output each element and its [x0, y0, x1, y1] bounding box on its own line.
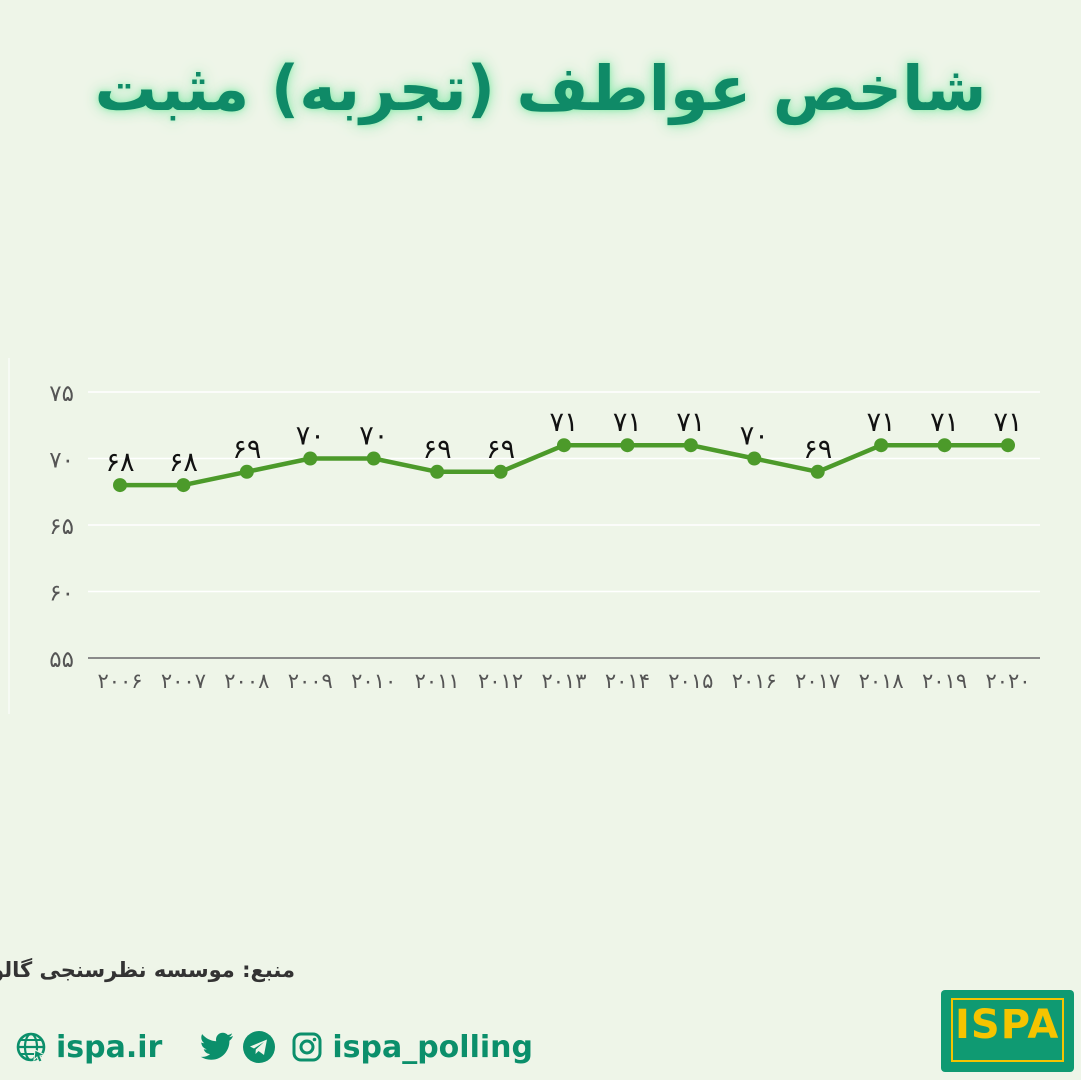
page-title: شاخص عواطف (تجربه) مثبت	[94, 52, 987, 125]
data-point	[683, 438, 698, 453]
x-tick-label: ۲۰۱۱	[415, 669, 460, 693]
ispa-logo: ISPA	[941, 990, 1074, 1072]
data-label: ۷۱	[930, 407, 959, 438]
data-point	[810, 464, 825, 479]
instagram-icon[interactable]	[290, 1030, 324, 1064]
x-tick-label: ۲۰۱۲	[478, 669, 523, 693]
data-label: ۷۰	[359, 421, 388, 452]
x-tick-label: ۲۰۱۵	[668, 669, 713, 693]
data-point	[493, 464, 508, 479]
x-tick-label: ۲۰۱۴	[605, 669, 650, 693]
data-label: ۶۹	[803, 434, 832, 465]
data-point	[747, 451, 762, 466]
data-point	[620, 438, 635, 453]
data-label: ۷۱	[676, 407, 705, 438]
data-label: ۶۹	[486, 434, 515, 465]
data-point	[176, 478, 191, 493]
x-tick-label: ۲۰۱۷	[795, 669, 840, 693]
x-tick-label: ۲۰۱۶	[732, 669, 777, 693]
x-tick-label: ۲۰۰۹	[288, 669, 333, 693]
data-label: ۷۰	[296, 421, 325, 452]
telegram-icon[interactable]	[242, 1030, 276, 1064]
data-point	[113, 478, 127, 493]
x-tick-label: ۲۰۰۶	[97, 669, 142, 693]
data-label: ۶۸	[105, 447, 134, 478]
data-label: ۷۰	[740, 421, 769, 452]
data-point	[239, 464, 254, 479]
data-label: ۷۱	[613, 407, 642, 438]
data-label: ۷۱	[867, 407, 896, 438]
x-tick-label: ۲۰۱۰	[351, 669, 396, 693]
source-note: منبع: موسسه نظرسنجی گالوپ	[0, 958, 295, 982]
data-label: ۷۱	[549, 407, 578, 438]
data-point	[430, 464, 445, 479]
x-tick-label: ۲۰۱۳	[541, 669, 586, 693]
globe-icon[interactable]	[14, 1030, 48, 1064]
data-label: ۶۹	[423, 434, 452, 465]
y-tick-label: ۶۰	[49, 581, 74, 607]
x-tick-label: ۲۰۱۹	[922, 669, 967, 693]
x-tick-label: ۲۰۲۰	[985, 669, 1030, 693]
y-tick-label: ۶۵	[49, 514, 74, 540]
y-tick-label: ۵۵	[49, 647, 74, 673]
x-tick-label: ۲۰۰۷	[161, 669, 206, 693]
y-tick-label: ۷۰	[49, 448, 74, 474]
logo-frame	[951, 998, 1064, 1062]
x-tick-label: ۲۰۱۸	[859, 669, 904, 693]
footer-bar: ispa.ir ispa_polling	[14, 1027, 533, 1067]
data-point	[874, 438, 889, 453]
logo-text: ISPA	[955, 1002, 1060, 1048]
data-point	[557, 438, 571, 453]
twitter-icon[interactable]	[200, 1030, 234, 1064]
data-point	[303, 451, 318, 466]
data-label: ۶۸	[169, 447, 198, 478]
x-tick-label: ۲۰۰۸	[224, 669, 269, 693]
social-handle[interactable]: ispa_polling	[332, 1029, 533, 1065]
website-link[interactable]: ispa.ir	[56, 1029, 163, 1065]
data-point	[366, 451, 381, 466]
data-label: ۷۱	[993, 407, 1022, 438]
data-point	[1001, 438, 1015, 453]
data-label: ۶۹	[232, 434, 261, 465]
y-tick-label: ۷۵	[49, 381, 74, 407]
data-point	[937, 438, 952, 453]
